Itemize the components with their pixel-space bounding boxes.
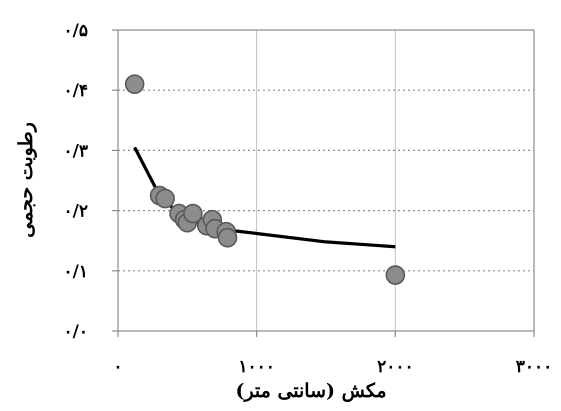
x-tick-label-2: ۲۰۰۰	[377, 357, 414, 377]
y-tick-label-1: ۰/۱	[64, 262, 88, 282]
x-tick-label-1: ۱۰۰۰	[238, 357, 275, 377]
data-point-12	[385, 265, 406, 285]
x-tick-label-0: ۰	[113, 357, 122, 377]
y-tick-label-0: ۰/۰	[64, 322, 88, 342]
data-point-11	[217, 227, 238, 248]
y-tick-label-3: ۰/۳	[64, 141, 88, 161]
x-axis-title: مکش (سانتی متر)	[235, 380, 386, 402]
y-tick-label-2: ۰/۲	[64, 202, 88, 222]
x-tick-label-3: ۳۰۰۰	[516, 357, 553, 377]
data-point-0	[124, 74, 145, 94]
data-point-2	[155, 188, 175, 209]
y-axis-title: رطوبت حجمی	[15, 122, 37, 238]
y-tick-label-4: ۰/۴	[64, 81, 88, 101]
y-tick-label-5: ۰/۵	[64, 21, 88, 41]
data-point-6	[183, 203, 203, 224]
grid-layer	[118, 30, 534, 331]
point-layer	[124, 74, 406, 285]
plot-frame	[117, 29, 535, 332]
tick-label-layer: ۰/۰ ۰/۱ ۰/۲ ۰/۳ ۰/۴ ۰/۵ ۰ ۱۰۰۰ ۲۰۰۰ ۳۰۰۰	[64, 21, 553, 377]
